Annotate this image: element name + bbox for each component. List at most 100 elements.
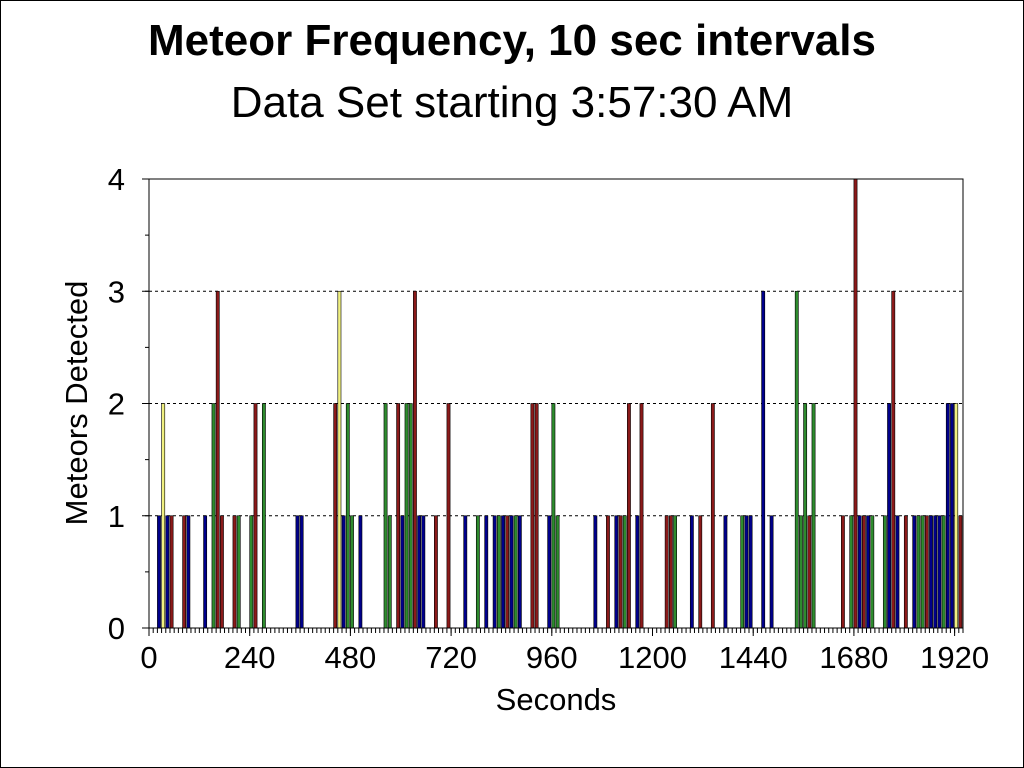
- x-tick-label: 960: [526, 640, 578, 675]
- bar: [849, 515, 854, 629]
- x-tick-label: 1200: [618, 640, 687, 675]
- bar: [186, 515, 191, 629]
- bar: [799, 515, 803, 629]
- bar: [505, 515, 510, 629]
- bar: [870, 515, 875, 629]
- bar: [627, 403, 631, 629]
- bar: [673, 515, 677, 629]
- bar: [333, 403, 338, 629]
- x-tick-label: 720: [425, 640, 477, 675]
- bar: [396, 403, 401, 629]
- x-tick-label: 240: [224, 640, 276, 675]
- bar: [492, 515, 497, 629]
- bar: [383, 403, 388, 629]
- x-tick-label: 1680: [819, 640, 888, 675]
- y-axis-label: Meteors Detected: [59, 281, 94, 526]
- bar: [211, 403, 216, 629]
- bar: [534, 403, 539, 629]
- bar: [261, 403, 266, 629]
- bar: [958, 515, 963, 629]
- bar: [232, 515, 237, 629]
- bar: [249, 515, 254, 629]
- bar: [421, 515, 426, 629]
- bar: [622, 515, 627, 629]
- bar: [887, 403, 891, 629]
- chart-title: Meteor Frequency, 10 sec intervals: [148, 16, 876, 65]
- bar: [509, 515, 514, 629]
- x-tick-label: 1920: [920, 640, 989, 675]
- bar: [903, 515, 908, 629]
- bar: [614, 515, 619, 629]
- bar: [664, 515, 669, 629]
- bar: [203, 515, 208, 629]
- bar: [345, 403, 350, 629]
- bar: [895, 515, 900, 629]
- chart-subtitle: Data Set starting 3:57:30 AM: [230, 78, 794, 127]
- bar: [236, 515, 241, 629]
- y-tick-label: 0: [108, 611, 125, 646]
- bar: [635, 515, 640, 629]
- bar: [215, 290, 220, 629]
- bar: [937, 515, 942, 629]
- y-tick-label: 2: [108, 387, 125, 422]
- bar: [530, 403, 535, 629]
- bar: [350, 515, 354, 629]
- bar: [769, 515, 774, 629]
- y-tick-label: 4: [108, 162, 125, 197]
- bar: [803, 403, 808, 629]
- bar: [513, 515, 518, 629]
- bar: [912, 515, 917, 629]
- tick-labels: 0 1 2 3 4 0 240 480 720 960 1200 1440 1680 1920: [108, 162, 989, 675]
- bar: [295, 515, 300, 629]
- bar: [182, 515, 187, 629]
- bar: [475, 515, 480, 629]
- bar: [341, 515, 346, 629]
- bar: [434, 515, 438, 629]
- bar: [924, 515, 929, 629]
- bar: [891, 290, 896, 629]
- bar: [945, 403, 950, 629]
- y-tick-label: 1: [108, 499, 125, 534]
- bar: [811, 403, 816, 629]
- bar: [417, 515, 422, 629]
- x-tick-label: 1440: [719, 640, 788, 675]
- bar: [761, 290, 766, 629]
- bar: [748, 515, 753, 629]
- axes: [142, 178, 964, 636]
- x-axis-label: Seconds: [496, 682, 617, 717]
- bar: [169, 515, 174, 629]
- x-tick-label: 480: [325, 640, 377, 675]
- bar: [517, 515, 522, 629]
- bar: [941, 515, 946, 629]
- bar: [547, 515, 552, 629]
- bar: [299, 515, 304, 629]
- bar: [484, 515, 489, 629]
- bar: [253, 403, 258, 629]
- bar: [400, 515, 405, 629]
- bar: [744, 515, 749, 629]
- bar: [668, 515, 673, 629]
- bar: [689, 515, 694, 629]
- bar: [950, 403, 954, 629]
- bar: [408, 403, 413, 629]
- bar: [920, 515, 925, 629]
- bar: [501, 515, 505, 629]
- bar: [161, 403, 166, 629]
- bar: [593, 515, 598, 629]
- bar: [861, 515, 866, 629]
- bar: [413, 290, 417, 629]
- bar: [358, 515, 363, 629]
- bar: [853, 178, 858, 629]
- bar: [446, 403, 451, 629]
- bar: [639, 403, 644, 629]
- bar: [916, 515, 921, 629]
- bar: [157, 515, 161, 629]
- x-tick-label: 0: [140, 640, 157, 675]
- bar: [496, 515, 501, 629]
- bar: [933, 515, 938, 629]
- gridlines: [149, 178, 963, 517]
- bar: [723, 515, 728, 629]
- bar: [387, 515, 392, 629]
- bar: [857, 515, 862, 629]
